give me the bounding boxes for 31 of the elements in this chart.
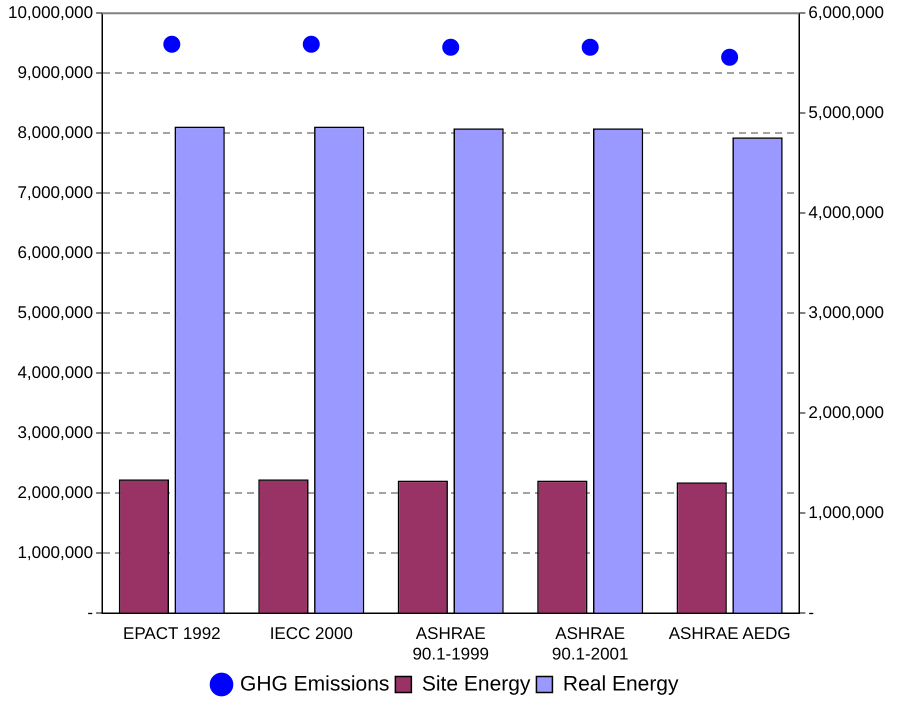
y-tick-label: 8,000,000 xyxy=(17,122,94,142)
point xyxy=(163,36,180,53)
legend-label: GHG Emissions xyxy=(240,672,390,696)
y2-tick-label: 5,000,000 xyxy=(808,102,884,122)
point xyxy=(302,36,320,53)
y2-tick-label: 4,000,000 xyxy=(808,202,884,222)
x-tick-label: ASHRAE AEDG xyxy=(668,624,791,644)
y-tick-label: 2,000,000 xyxy=(17,482,94,502)
y-tick-label: 10,000,000 xyxy=(8,2,94,22)
x-tick-label: IECC 2000 xyxy=(270,624,353,644)
y2-tick-label: 1,000,000 xyxy=(808,502,884,522)
y2-tick-label: - xyxy=(808,602,814,622)
y-tick-label: 5,000,000 xyxy=(17,302,94,322)
point xyxy=(442,38,460,56)
y-tick-label: 3,000,000 xyxy=(17,422,94,442)
legend-label: Site Energy xyxy=(422,672,531,696)
y-tick-label: 6,000,000 xyxy=(17,242,94,262)
y-tick-label: 1,000,000 xyxy=(17,542,94,562)
y-tick-label: 9,000,000 xyxy=(17,62,94,82)
x-tick-label: EPACT 1992 xyxy=(122,624,221,644)
point xyxy=(582,38,599,56)
legend-label: Real Energy xyxy=(562,672,679,696)
y2-tick-label: 6,000,000 xyxy=(808,2,884,22)
x-tick-label: ASHRAE 90.1-1999 xyxy=(412,624,490,664)
y2-tick-label: 3,000,000 xyxy=(808,302,884,322)
y-tick-label: 7,000,000 xyxy=(17,182,94,202)
point xyxy=(721,48,738,66)
y2-tick-label: 2,000,000 xyxy=(808,402,884,422)
y-tick-label: - xyxy=(87,602,94,622)
x-tick-label: ASHRAE 90.1-2001 xyxy=(552,624,628,664)
y-tick-label: 4,000,000 xyxy=(17,362,94,382)
